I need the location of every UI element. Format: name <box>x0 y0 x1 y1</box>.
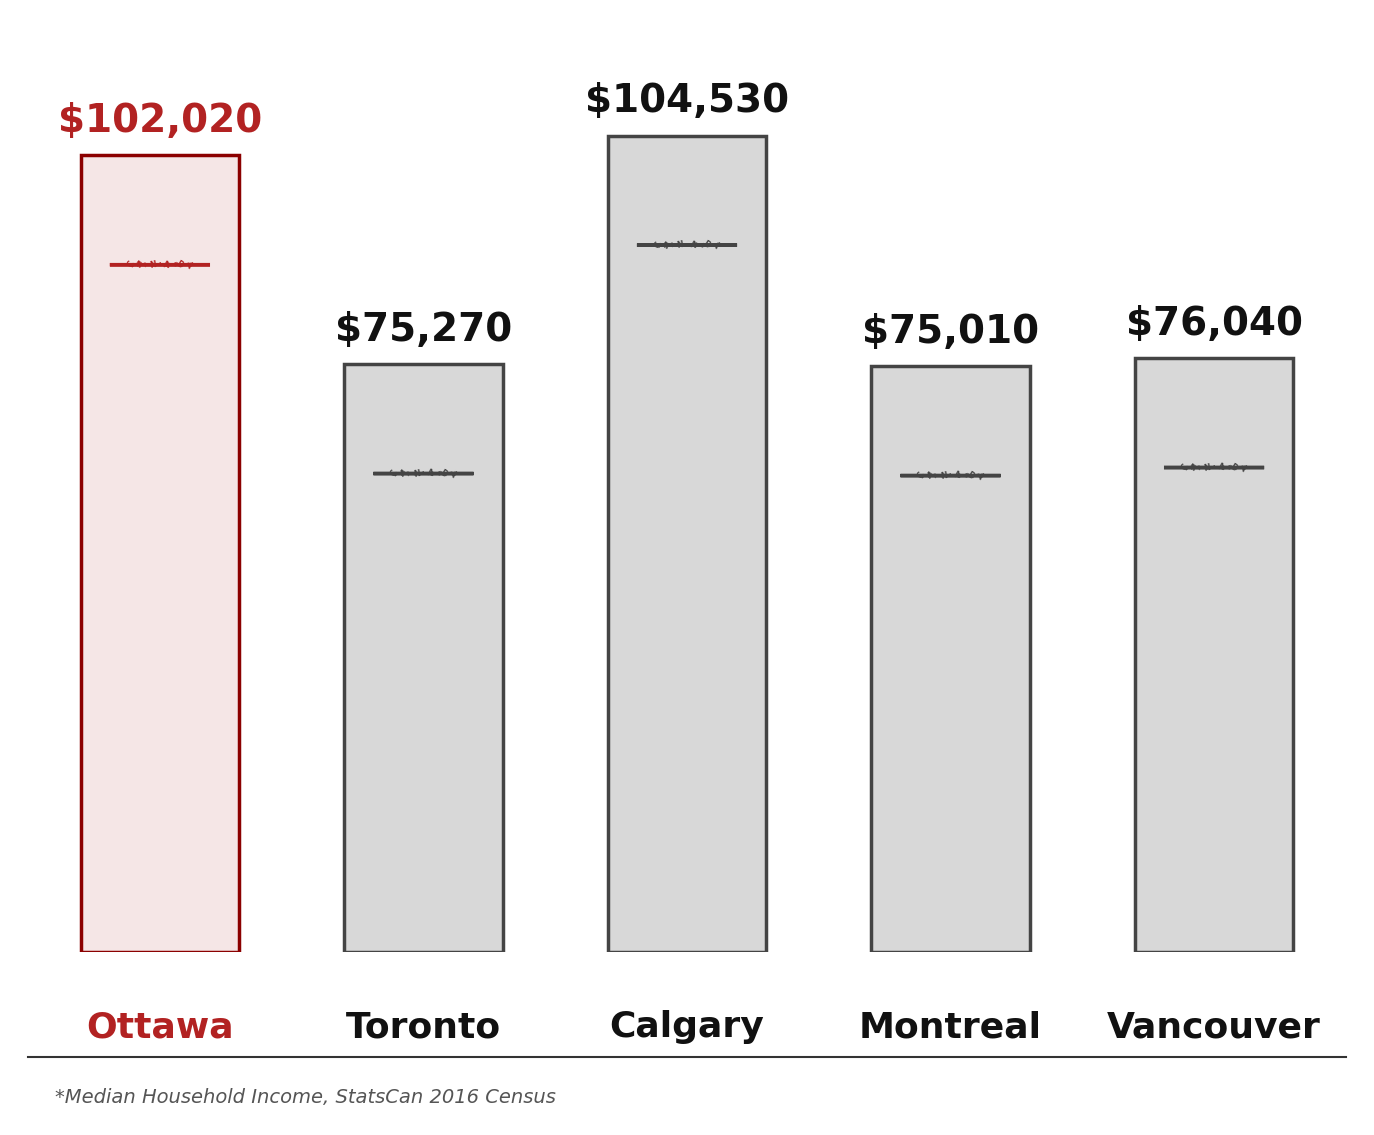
Bar <box>1135 359 1293 952</box>
Text: L: L <box>940 472 944 479</box>
Text: N: N <box>676 241 684 250</box>
Text: S: S <box>654 242 661 249</box>
Text: *Median Household Income, StatsCan 2016 Census: *Median Household Income, StatsCan 2016 … <box>55 1087 556 1107</box>
Text: D: D <box>965 470 976 481</box>
Text: D: D <box>438 468 448 479</box>
Text: 2: 2 <box>449 470 456 477</box>
Text: A: A <box>184 260 195 270</box>
Text: L: L <box>1204 464 1208 470</box>
Text: A: A <box>426 469 434 479</box>
Text: C: C <box>653 241 664 250</box>
Text: A: A <box>974 471 985 480</box>
Text: L: L <box>412 471 418 477</box>
Text: R: R <box>660 242 666 249</box>
Text: 2: 2 <box>713 242 720 249</box>
Text: L: L <box>676 242 682 249</box>
Text: A: A <box>1190 462 1200 473</box>
Text: A: A <box>1238 463 1249 472</box>
Text: D: D <box>963 472 970 479</box>
Text: N: N <box>940 471 948 480</box>
Text: Montreal: Montreal <box>859 1010 1041 1044</box>
Bar <box>345 364 503 952</box>
Text: L: L <box>158 262 162 267</box>
Text: 2: 2 <box>185 261 192 268</box>
Text: R: R <box>133 261 140 268</box>
Text: O: O <box>692 242 698 249</box>
Text: $104,530: $104,530 <box>585 82 789 120</box>
Text: Vancouver: Vancouver <box>1107 1010 1320 1044</box>
Text: S: S <box>1182 464 1189 471</box>
Text: A: A <box>1217 463 1224 472</box>
Text: N: N <box>1204 462 1212 472</box>
Text: A: A <box>926 470 936 481</box>
Text: D: D <box>701 239 712 251</box>
Text: L: L <box>148 262 154 268</box>
Text: C: C <box>389 469 400 479</box>
Text: 2: 2 <box>977 472 982 479</box>
Text: A: A <box>710 241 721 250</box>
Text: A: A <box>136 259 146 270</box>
Text: S: S <box>392 470 397 477</box>
Text: $75,270: $75,270 <box>335 311 513 348</box>
Text: S: S <box>918 472 925 479</box>
Text: $76,040: $76,040 <box>1125 304 1303 343</box>
Text: A: A <box>690 241 698 250</box>
Text: L: L <box>422 471 426 476</box>
Text: A: A <box>662 239 672 251</box>
Text: A: A <box>140 261 147 268</box>
Text: D: D <box>1228 462 1238 473</box>
Text: L: L <box>1212 465 1216 470</box>
Text: Toronto: Toronto <box>346 1010 502 1044</box>
Text: D: D <box>437 470 444 477</box>
Text: O: O <box>165 262 172 268</box>
Text: A: A <box>404 470 411 477</box>
Text: D: D <box>699 242 706 249</box>
Text: D: D <box>1227 464 1234 471</box>
Text: O: O <box>956 472 962 479</box>
Text: A: A <box>668 242 673 249</box>
Bar <box>607 136 767 952</box>
Text: N: N <box>412 469 420 479</box>
Text: $75,010: $75,010 <box>861 312 1039 351</box>
Text: L: L <box>948 473 952 478</box>
Text: C: C <box>916 471 926 480</box>
Text: A: A <box>1194 464 1201 471</box>
Text: O: O <box>429 471 436 477</box>
Text: R: R <box>1187 464 1194 471</box>
Text: R: R <box>397 470 404 477</box>
Text: D: D <box>173 261 180 268</box>
Text: A: A <box>954 471 960 480</box>
Text: A: A <box>164 260 170 270</box>
Text: Calgary: Calgary <box>610 1010 764 1044</box>
Text: 2: 2 <box>1239 464 1246 471</box>
Text: Ottawa: Ottawa <box>87 1010 234 1044</box>
Text: S: S <box>128 261 135 268</box>
Text: A: A <box>400 468 409 479</box>
Text: R: R <box>923 472 930 479</box>
Text: A: A <box>447 469 458 479</box>
Text: D: D <box>174 259 184 270</box>
Text: $102,020: $102,020 <box>58 102 262 140</box>
Bar <box>81 155 239 952</box>
Text: L: L <box>686 243 688 247</box>
Text: A: A <box>930 472 937 479</box>
Bar <box>871 367 1029 952</box>
Text: O: O <box>1219 464 1226 471</box>
Text: N: N <box>150 260 157 270</box>
Text: C: C <box>1180 463 1190 472</box>
Text: C: C <box>125 260 136 270</box>
